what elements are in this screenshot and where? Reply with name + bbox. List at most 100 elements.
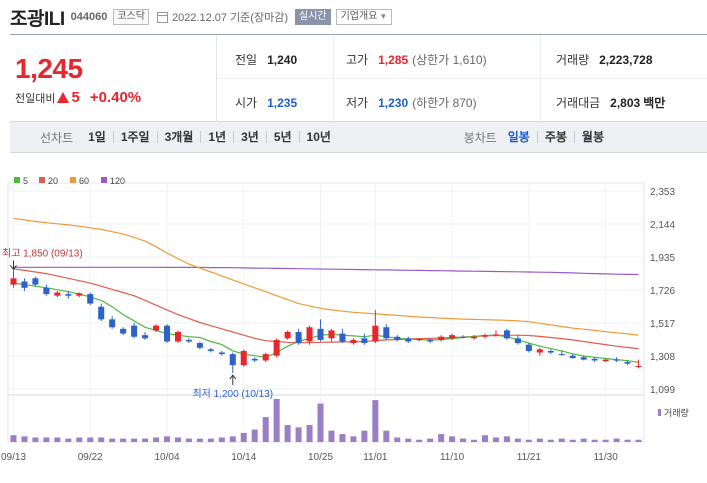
volume-bar	[547, 439, 554, 442]
calendar-icon	[156, 11, 168, 23]
candle-body	[558, 354, 565, 356]
candle-weekly[interactable]: 주봉	[538, 131, 575, 143]
candle-body	[547, 350, 554, 353]
period-1d[interactable]: 1일	[81, 131, 114, 143]
candle-body	[339, 333, 346, 342]
volume-bar	[372, 400, 379, 442]
volume-bar	[295, 427, 302, 442]
company-overview-label: 기업개요	[340, 11, 378, 22]
candle-body	[174, 332, 181, 342]
candle-body	[306, 327, 313, 342]
period-1y[interactable]: 1년	[201, 131, 235, 143]
x-tick-label: 09/13	[1, 452, 26, 463]
low-cell: 저가 1,230 (하한가 870)	[346, 94, 477, 111]
y-tick-label: 2,353	[650, 187, 675, 198]
candle-body	[602, 359, 609, 362]
price-chart: 5 20 60 120 2,353 2,144 1,935 1,726 1,517 1,308 1,…	[0, 153, 707, 483]
low-label: 저가	[346, 96, 369, 110]
candle-body	[438, 336, 445, 340]
volume-label: 거래량	[556, 53, 590, 67]
candle-body	[153, 325, 160, 331]
open-cell: 시가 1,235	[235, 94, 297, 111]
high-label: 고가	[346, 53, 369, 67]
candle-body	[207, 349, 214, 351]
candle-body	[251, 358, 258, 361]
y-tick-label: 1,935	[650, 253, 675, 264]
candle-body	[76, 293, 83, 296]
candle-body	[383, 327, 390, 339]
period-3m[interactable]: 3개월	[158, 131, 202, 143]
row-divider	[217, 78, 707, 79]
current-price-box: 1,245 전일대비 5 +0.40%	[10, 35, 217, 122]
legend-label-120: 120	[110, 176, 125, 186]
candle-body	[229, 354, 236, 366]
x-tick-label: 11/01	[363, 452, 388, 463]
legend-swatch-20	[39, 177, 45, 183]
volume-bar	[328, 430, 335, 442]
ma60-line	[13, 217, 639, 336]
candle-body	[273, 339, 280, 356]
candle-monthly[interactable]: 월봉	[581, 130, 604, 144]
candle-body	[525, 344, 532, 351]
high-arrow-head	[10, 265, 17, 271]
volume-bar	[273, 399, 280, 442]
candle-body	[284, 332, 291, 339]
volume-bar	[569, 439, 576, 442]
legend-swatch-5	[14, 177, 20, 183]
candle-body	[98, 306, 105, 320]
stock-code: 044060	[70, 11, 108, 23]
volume-bar	[361, 430, 368, 442]
volume-bar	[317, 403, 324, 442]
prev-close-label: 전일	[235, 53, 258, 67]
amount-label: 거래대금	[556, 96, 601, 110]
volume-bar	[43, 437, 50, 442]
candle-body	[449, 335, 456, 339]
period-5y[interactable]: 5년	[267, 131, 300, 143]
volume-bar	[251, 429, 258, 442]
volume-bar	[416, 439, 423, 442]
change-value: 5	[71, 89, 80, 106]
lower-limit: (하한가 870)	[412, 96, 477, 110]
candle-daily[interactable]: 일봉	[501, 131, 538, 143]
open-label: 시가	[235, 96, 258, 110]
market-badge: 코스닥	[113, 9, 149, 25]
volume-bar	[76, 437, 83, 442]
volume-bar	[613, 438, 620, 442]
line-chart-label: 선차트	[40, 130, 74, 145]
volume-bar	[163, 436, 171, 442]
volume-bar	[449, 436, 456, 442]
x-tick-label: 10/25	[308, 452, 333, 463]
volume-bar	[602, 439, 609, 442]
price-panel: 1,245 전일대비 5 +0.40% 전일 1,240 고가 1,285 (상…	[10, 34, 707, 122]
volume-bar	[65, 438, 72, 442]
candle-body	[471, 336, 478, 339]
volume-bar	[558, 438, 565, 442]
volume-bar	[350, 436, 357, 442]
period-10y[interactable]: 10년	[306, 130, 331, 144]
legend-swatch-120	[101, 177, 107, 183]
legend-swatch-60	[70, 177, 76, 183]
realtime-button[interactable]: 실시간	[295, 9, 331, 25]
high-annotation: 최고 1,850 (09/13)	[2, 247, 83, 259]
candle-body	[43, 287, 50, 295]
y-tick-label: 1,726	[650, 286, 675, 297]
period-3y[interactable]: 3년	[234, 131, 267, 143]
candle-body	[394, 336, 401, 340]
volume-bar	[142, 438, 149, 442]
volume-bar	[240, 432, 247, 442]
volume-bar	[460, 438, 467, 442]
volume-bar	[383, 430, 390, 442]
legend-label-5: 5	[23, 176, 28, 186]
candle-body	[405, 338, 412, 342]
volume-bar	[284, 425, 291, 442]
amount-value: 2,803	[610, 95, 641, 110]
candle-body	[580, 357, 587, 360]
candle-body	[120, 328, 127, 334]
company-overview-button[interactable]: 기업개요 ▼	[335, 9, 393, 25]
prev-close-cell: 전일 1,240	[235, 51, 297, 68]
period-1w[interactable]: 1주일	[114, 131, 158, 143]
amount-unit: 백만	[643, 96, 666, 110]
volume-bar	[481, 435, 489, 442]
candle-body	[240, 350, 247, 366]
volume-bar	[131, 438, 138, 442]
